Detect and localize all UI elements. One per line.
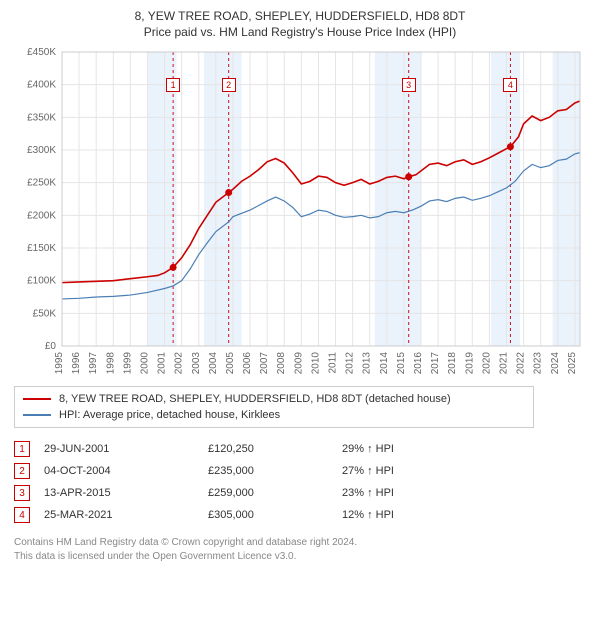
svg-text:£450K: £450K: [27, 47, 56, 58]
chart-title: 8, YEW TREE ROAD, SHEPLEY, HUDDERSFIELD,…: [14, 8, 586, 40]
svg-text:£100K: £100K: [27, 276, 56, 287]
svg-text:2015: 2015: [396, 352, 407, 375]
title-line-1: 8, YEW TREE ROAD, SHEPLEY, HUDDERSFIELD,…: [14, 8, 586, 24]
svg-text:£300K: £300K: [27, 145, 56, 156]
transaction-price: £305,000: [208, 509, 328, 521]
svg-text:2023: 2023: [533, 352, 544, 375]
svg-text:2020: 2020: [481, 352, 492, 375]
transaction-marker: 1: [14, 441, 30, 457]
chart-marker-4: 4: [503, 78, 517, 92]
svg-text:1995: 1995: [54, 352, 65, 375]
svg-text:2021: 2021: [498, 352, 509, 375]
svg-text:2011: 2011: [328, 352, 339, 374]
transaction-row: 2 04-OCT-2004 £235,000 27% ↑ HPI: [14, 460, 534, 482]
svg-text:2016: 2016: [413, 352, 424, 375]
svg-text:2012: 2012: [345, 352, 356, 375]
footer-attribution: Contains HM Land Registry data © Crown c…: [14, 536, 586, 563]
svg-text:£150K: £150K: [27, 243, 56, 254]
svg-text:2006: 2006: [242, 352, 253, 375]
legend-item: HPI: Average price, detached house, Kirk…: [23, 407, 525, 423]
svg-text:2022: 2022: [516, 352, 527, 375]
svg-text:2025: 2025: [567, 352, 578, 375]
svg-text:1997: 1997: [88, 352, 99, 375]
transaction-marker: 4: [14, 507, 30, 523]
svg-text:£350K: £350K: [27, 113, 56, 124]
svg-text:2003: 2003: [191, 352, 202, 375]
svg-text:£250K: £250K: [27, 178, 56, 189]
svg-text:2013: 2013: [362, 352, 373, 375]
svg-text:£200K: £200K: [27, 211, 56, 222]
svg-text:2018: 2018: [447, 352, 458, 375]
chart-marker-3: 3: [402, 78, 416, 92]
legend: 8, YEW TREE ROAD, SHEPLEY, HUDDERSFIELD,…: [14, 386, 534, 428]
svg-text:£400K: £400K: [27, 80, 56, 91]
transaction-diff: 12% ↑ HPI: [342, 509, 482, 521]
svg-text:1999: 1999: [122, 352, 133, 375]
transaction-date: 25-MAR-2021: [44, 509, 194, 521]
svg-text:1998: 1998: [105, 352, 116, 375]
svg-text:2001: 2001: [157, 352, 168, 375]
transaction-date: 13-APR-2015: [44, 487, 194, 499]
transaction-date: 29-JUN-2001: [44, 443, 194, 455]
chart-marker-1: 1: [166, 78, 180, 92]
svg-text:2017: 2017: [430, 352, 441, 375]
svg-text:2010: 2010: [310, 352, 321, 375]
transaction-marker: 3: [14, 485, 30, 501]
svg-text:1996: 1996: [71, 352, 82, 375]
legend-item: 8, YEW TREE ROAD, SHEPLEY, HUDDERSFIELD,…: [23, 391, 525, 407]
legend-label: 8, YEW TREE ROAD, SHEPLEY, HUDDERSFIELD,…: [59, 393, 451, 405]
svg-text:2000: 2000: [139, 352, 150, 375]
svg-text:2007: 2007: [259, 352, 270, 375]
svg-text:£0: £0: [45, 341, 57, 352]
transaction-price: £259,000: [208, 487, 328, 499]
svg-text:2004: 2004: [208, 352, 219, 375]
svg-text:2024: 2024: [550, 352, 561, 375]
transaction-date: 04-OCT-2004: [44, 465, 194, 477]
transaction-row: 1 29-JUN-2001 £120,250 29% ↑ HPI: [14, 438, 534, 460]
footer-line-1: Contains HM Land Registry data © Crown c…: [14, 536, 586, 550]
transaction-price: £235,000: [208, 465, 328, 477]
transactions-table: 1 29-JUN-2001 £120,250 29% ↑ HPI 2 04-OCT-200…: [14, 438, 534, 526]
footer-line-2: This data is licensed under the Open Gov…: [14, 550, 586, 564]
legend-label: HPI: Average price, detached house, Kirk…: [59, 409, 280, 421]
svg-text:2019: 2019: [464, 352, 475, 375]
transaction-marker: 2: [14, 463, 30, 479]
price-chart: £0 £50K £100K £150K £200K £250K £300K £350K £400…: [14, 46, 586, 376]
legend-swatch: [23, 414, 51, 416]
svg-text:2002: 2002: [174, 352, 185, 375]
title-line-2: Price paid vs. HM Land Registry's House …: [14, 24, 586, 40]
svg-text:£50K: £50K: [33, 309, 57, 320]
transaction-diff: 29% ↑ HPI: [342, 443, 482, 455]
svg-text:2005: 2005: [225, 352, 236, 375]
chart-marker-2: 2: [222, 78, 236, 92]
legend-swatch: [23, 398, 51, 400]
transaction-price: £120,250: [208, 443, 328, 455]
transaction-diff: 23% ↑ HPI: [342, 487, 482, 499]
transaction-row: 3 13-APR-2015 £259,000 23% ↑ HPI: [14, 482, 534, 504]
svg-text:2014: 2014: [379, 352, 390, 375]
transaction-row: 4 25-MAR-2021 £305,000 12% ↑ HPI: [14, 504, 534, 526]
svg-text:2008: 2008: [276, 352, 287, 375]
transaction-diff: 27% ↑ HPI: [342, 465, 482, 477]
svg-text:2009: 2009: [293, 352, 304, 375]
